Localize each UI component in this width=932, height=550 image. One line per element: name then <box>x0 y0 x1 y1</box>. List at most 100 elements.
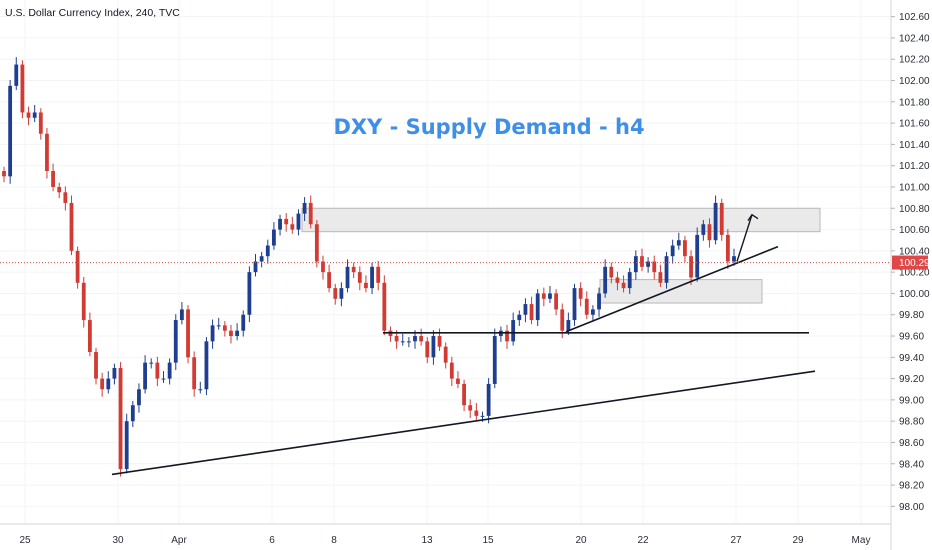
y-tick-label: 102.60 <box>899 12 930 23</box>
candle-body <box>229 330 233 337</box>
x-tick-label: 29 <box>792 535 804 546</box>
candle-body <box>94 351 98 379</box>
trendlines <box>111 213 816 476</box>
candle-body <box>492 336 497 384</box>
candle-body <box>523 304 528 315</box>
candle-body <box>216 325 221 327</box>
x-tick-label: 15 <box>482 535 494 546</box>
candle-body <box>689 256 693 278</box>
candle-body <box>670 245 675 257</box>
candle-body <box>652 261 657 273</box>
candle-body <box>155 362 160 379</box>
candle-body <box>290 224 295 230</box>
last-price-tag-bg <box>892 255 928 270</box>
symbol-title: U.S. Dollar Currency Index, 240, TVC <box>5 7 180 19</box>
candle-body <box>327 272 332 289</box>
candle-body <box>161 378 166 380</box>
y-tick-label: 99.00 <box>899 395 924 406</box>
candle-body <box>376 266 381 283</box>
candle-body <box>664 256 669 283</box>
price-axis[interactable]: 102.60 102.40 102.20 102.00 101.80 101.60 101.… <box>891 12 930 513</box>
y-tick-label: 98.60 <box>899 438 924 449</box>
supply-zone <box>301 207 821 233</box>
candle-body <box>437 336 442 347</box>
y-tick-label: 100.80 <box>899 204 930 215</box>
y-tick-label: 101.00 <box>899 182 930 193</box>
candle-body <box>45 133 49 172</box>
candle-body <box>247 272 252 315</box>
x-tick-label: 20 <box>575 535 587 546</box>
candle-body <box>87 320 92 352</box>
grid <box>0 0 891 524</box>
candle-body <box>713 202 718 241</box>
candle-body <box>394 336 399 342</box>
candle-body <box>541 293 546 299</box>
y-tick-label: 100.60 <box>899 225 930 236</box>
time-axis[interactable]: 25 30 Apr 6 8 13 15 20 22 27 29 May <box>19 535 870 546</box>
candle-body <box>425 341 430 358</box>
candle-body <box>621 282 626 289</box>
candle-body <box>143 362 147 390</box>
candle-body <box>339 288 344 299</box>
candle-body <box>357 272 362 283</box>
candle-body <box>572 288 577 321</box>
candle-body <box>124 421 129 470</box>
candle-body <box>725 234 730 262</box>
x-tick-label: 22 <box>637 535 649 546</box>
candle-body <box>517 314 522 321</box>
candle-body <box>149 362 154 364</box>
candle-body <box>640 256 644 267</box>
candle-body <box>272 229 276 246</box>
candle-body <box>20 64 25 113</box>
y-tick-label: 100.20 <box>899 268 930 279</box>
y-tick-label: 99.40 <box>899 353 924 364</box>
candle-body <box>578 288 583 299</box>
y-tick-label: 102.40 <box>899 33 930 44</box>
last-price-tag: 100.29 <box>892 255 930 270</box>
x-tick-label: 13 <box>421 535 433 546</box>
candle-body <box>38 112 43 134</box>
y-tick-label: 102.20 <box>899 55 930 66</box>
candle-body <box>695 234 700 278</box>
candle-body <box>63 192 68 203</box>
x-tick-label: 6 <box>269 535 275 546</box>
candle-body <box>413 336 417 342</box>
candle-body <box>222 325 227 331</box>
x-tick-label: May <box>852 535 871 546</box>
candle-body <box>560 309 565 331</box>
candle-body <box>676 240 681 246</box>
candle-body <box>259 256 264 262</box>
y-tick-label: 101.60 <box>899 119 930 130</box>
candle-body <box>75 250 80 283</box>
candle-body <box>633 256 638 273</box>
candle-body <box>486 383 491 416</box>
candle-body <box>241 314 246 331</box>
trendline <box>565 245 779 333</box>
y-tick-label: 99.20 <box>899 374 924 385</box>
candle-body <box>137 389 141 406</box>
candle-body <box>308 202 313 225</box>
candle-body <box>419 336 424 342</box>
candle-body <box>51 171 55 187</box>
candle-body <box>302 202 307 214</box>
candle-body <box>548 293 552 299</box>
candle-body <box>118 367 123 470</box>
candle-body <box>468 405 473 411</box>
x-tick-label: Apr <box>171 535 187 546</box>
x-tick-label: 8 <box>331 535 337 546</box>
candle-body <box>26 112 31 118</box>
candle-body <box>333 288 338 299</box>
candle-body <box>474 410 479 416</box>
y-tick-label: 101.80 <box>899 97 930 108</box>
candle-body <box>400 341 405 343</box>
x-tick-label: 27 <box>730 535 742 546</box>
candle-body <box>314 224 319 262</box>
candle-body <box>265 245 270 257</box>
candle-body <box>443 346 448 363</box>
candle-body <box>167 362 172 379</box>
y-tick-label: 100.00 <box>899 289 930 300</box>
candle-body <box>646 261 651 267</box>
y-tick-label: 98.00 <box>899 502 924 513</box>
y-tick-label: 100.40 <box>899 246 930 257</box>
